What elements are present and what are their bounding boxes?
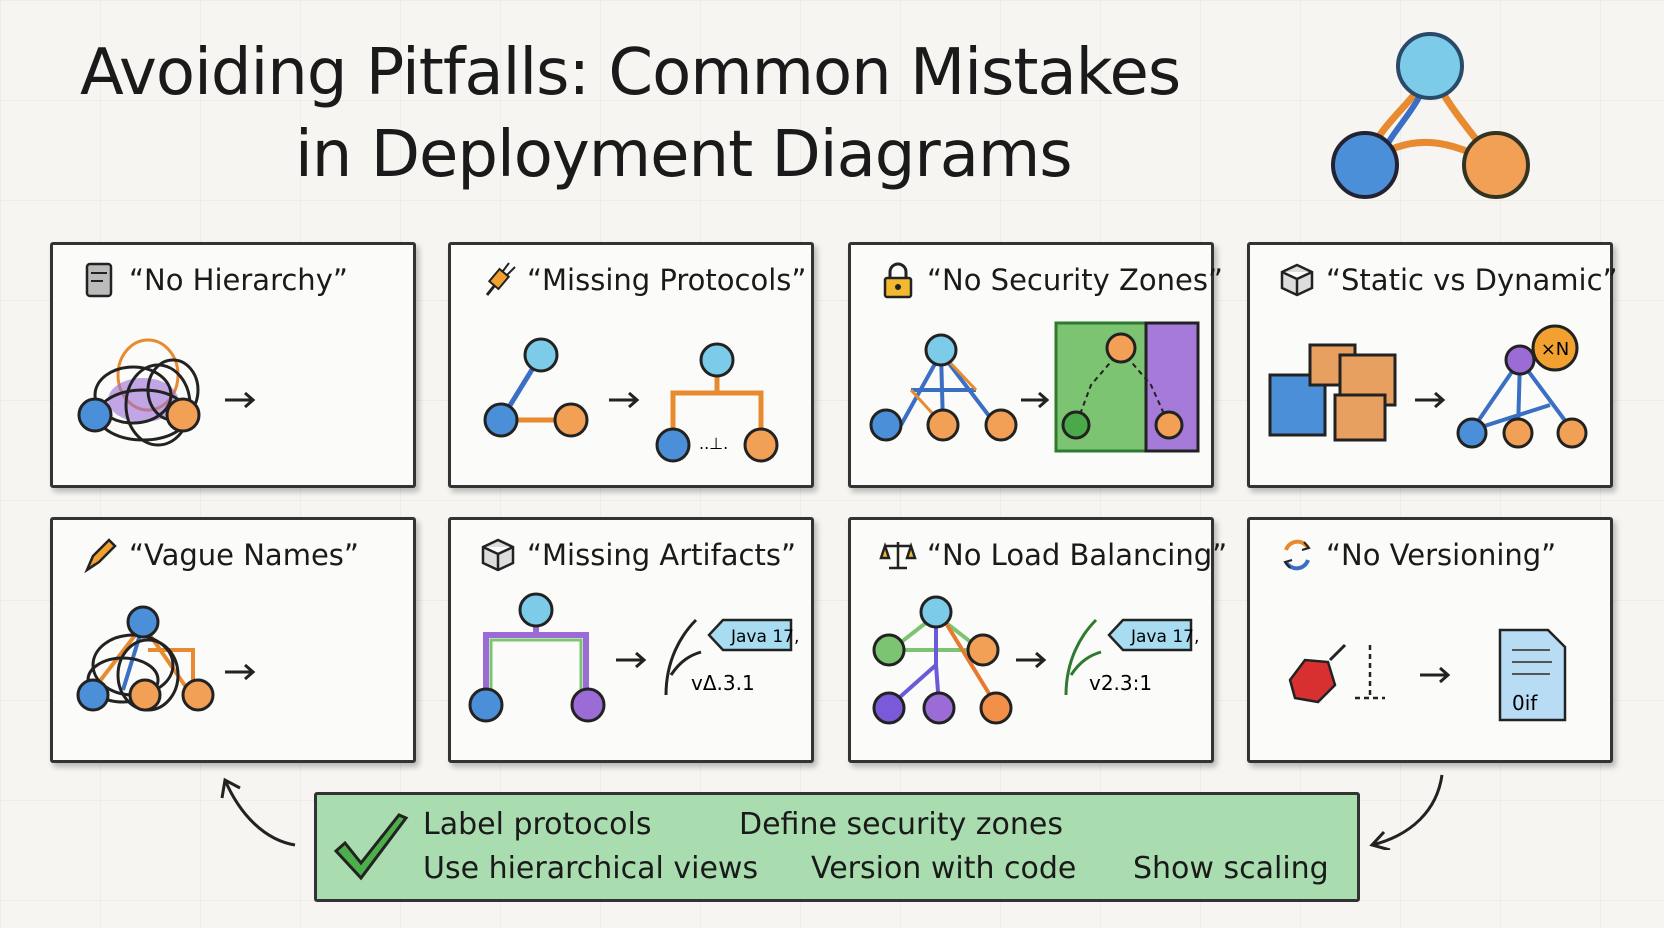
artifact-tag: Java 17, [1130, 627, 1199, 647]
curved-arrow-left-icon [220, 777, 296, 847]
tangled-graph-illustration [77, 338, 256, 447]
card-static-vs-dynamic: “Static vs Dynamic” ×N [1247, 242, 1618, 488]
card-no-versioning: “No Versioning” 0if [1247, 517, 1613, 763]
refresh-icon [1283, 539, 1311, 571]
best-practices-summary: Label protocols Define security zones Us… [314, 792, 1360, 902]
card-missing-artifacts: “Missing Artifacts” Java 17, vΔ.3.1 [448, 517, 814, 763]
card-title: “Missing Artifacts” [527, 538, 797, 572]
page-title: Avoiding Pitfalls: Common Mistakes in De… [80, 32, 1181, 196]
vague-graph-illustration [76, 605, 256, 712]
protocol-graph-illustration: ..⊥. [483, 337, 779, 463]
version-label: v2.3:1 [1089, 671, 1152, 695]
network-logo-icon [1331, 32, 1530, 199]
document-label: 0if [1512, 691, 1538, 715]
card-vague-names: “Vague Names” [50, 517, 416, 763]
server-icon [85, 262, 113, 298]
artifact-illustration: Java 17, vΔ.3.1 [468, 592, 799, 723]
scaling-illustration: ×N [1268, 324, 1588, 449]
title-line-2: in Deployment Diagrams [295, 118, 1073, 192]
artifact-tag: Java 17, [730, 627, 799, 647]
card-title: “Static vs Dynamic” [1326, 263, 1618, 297]
summary-item: Show scaling [1133, 851, 1329, 886]
summary-item: Version with code [811, 851, 1077, 886]
versioning-illustration: 0if [1288, 628, 1567, 722]
pen-icon [84, 538, 117, 574]
title-line-1: Avoiding Pitfalls: Common Mistakes [80, 36, 1181, 110]
card-no-load-balancing: “No Load Balancing” Java 17, v2.3:1 [848, 517, 1227, 763]
cube-icon [481, 538, 515, 572]
card-title: “Vague Names” [129, 538, 359, 572]
arrow-right-icon [225, 391, 256, 409]
multiplier-badge [1531, 324, 1579, 372]
lock-icon [883, 262, 913, 299]
summary-item: Use hierarchical views [423, 851, 759, 886]
version-label: vΔ.3.1 [691, 671, 755, 695]
card-title: “No Versioning” [1326, 538, 1557, 572]
multiplier-badge-text: ×N [1541, 339, 1570, 360]
card-title: “No Load Balancing” [927, 538, 1228, 572]
summary-item: Label protocols [423, 807, 652, 842]
curved-arrow-right-icon [1369, 774, 1444, 850]
scale-icon [879, 542, 917, 570]
cube-icon [1280, 263, 1314, 297]
card-missing-protocols: “Missing Protocols” ..⊥. [448, 242, 814, 488]
card-no-security-zones: “No Security Zones” [848, 242, 1223, 488]
card-title: “No Hierarchy” [129, 263, 348, 297]
checkmark-icon [333, 813, 409, 881]
card-title: “Missing Protocols” [527, 263, 807, 297]
card-title: “No Security Zones” [927, 263, 1223, 297]
svg-text:..⊥.: ..⊥. [699, 434, 728, 453]
card-no-hierarchy: “No Hierarchy” [50, 242, 416, 488]
security-zone-illustration [869, 321, 1200, 453]
load-balancing-illustration: Java 17, v2.3:1 [872, 595, 1199, 725]
summary-item: Define security zones [739, 807, 1063, 842]
plug-icon [485, 262, 516, 296]
